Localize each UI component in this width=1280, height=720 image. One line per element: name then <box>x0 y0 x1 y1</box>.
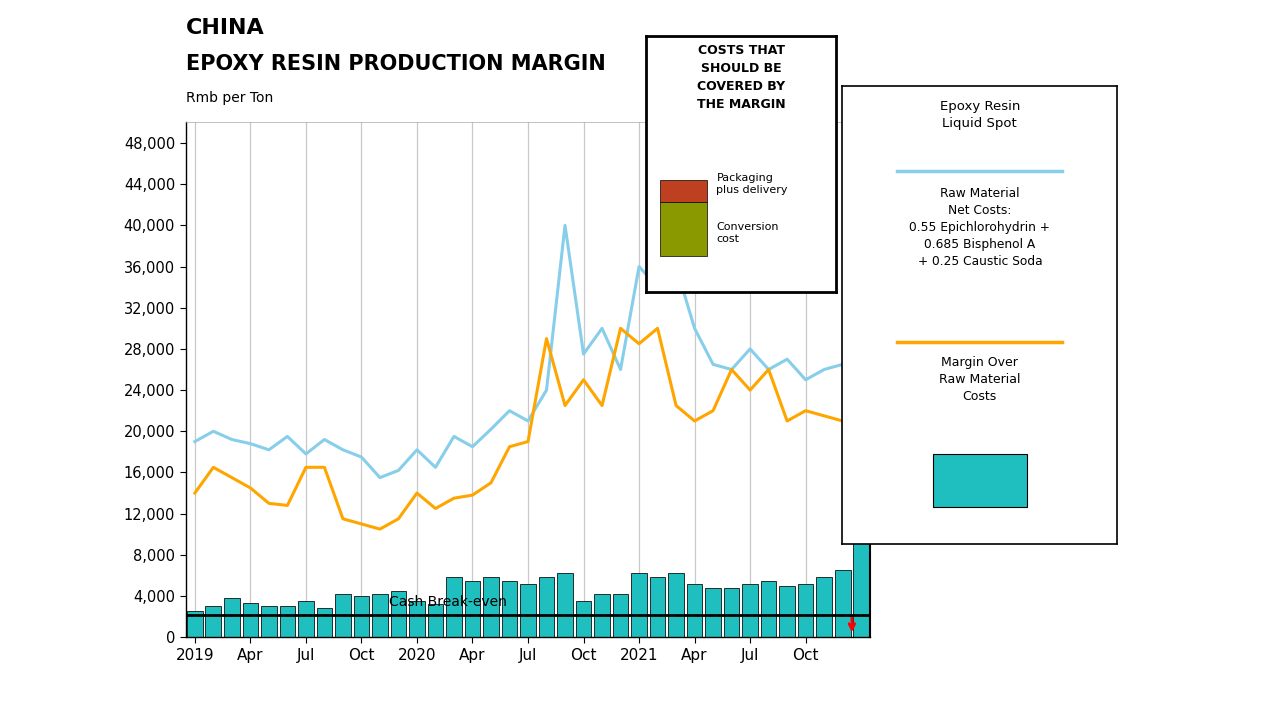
Bar <box>520 584 536 637</box>
Bar <box>187 611 202 637</box>
Text: Cash Break-even: Cash Break-even <box>389 595 507 609</box>
Bar <box>742 584 758 637</box>
Bar <box>279 606 296 637</box>
Bar <box>659 202 707 256</box>
Bar <box>797 584 814 637</box>
Bar <box>242 603 259 637</box>
Bar <box>613 594 628 637</box>
Bar <box>428 604 443 637</box>
Bar <box>206 606 221 637</box>
Bar <box>557 573 573 637</box>
Bar <box>933 454 1027 507</box>
Bar <box>483 577 499 637</box>
Text: Margin Over
Raw Material
Costs: Margin Over Raw Material Costs <box>940 356 1020 403</box>
Bar <box>390 591 406 637</box>
Text: Rmb per Ton: Rmb per Ton <box>186 91 273 105</box>
Bar <box>447 577 462 637</box>
Bar <box>686 584 703 637</box>
Bar <box>854 536 869 637</box>
Bar <box>668 573 684 637</box>
Text: Packaging
plus delivery: Packaging plus delivery <box>717 173 788 195</box>
Bar <box>410 601 425 637</box>
Bar <box>705 588 721 637</box>
Text: COSTS THAT
SHOULD BE
COVERED BY
THE MARGIN: COSTS THAT SHOULD BE COVERED BY THE MARG… <box>696 44 786 111</box>
Text: EPOXY RESIN PRODUCTION MARGIN: EPOXY RESIN PRODUCTION MARGIN <box>186 54 605 74</box>
Bar <box>760 580 777 637</box>
Bar <box>316 608 333 637</box>
Text: CHINA: CHINA <box>186 18 265 38</box>
Bar <box>261 606 276 637</box>
Bar <box>659 181 707 202</box>
Text: Epoxy Resin
Liquid Spot: Epoxy Resin Liquid Spot <box>940 100 1020 130</box>
Bar <box>835 570 850 637</box>
Bar <box>631 573 646 637</box>
Bar <box>224 598 239 637</box>
Bar <box>817 577 832 637</box>
Bar <box>335 594 351 637</box>
Bar <box>465 580 480 637</box>
Bar <box>576 601 591 637</box>
Bar <box>502 580 517 637</box>
Bar <box>723 588 740 637</box>
Bar <box>298 601 314 637</box>
Text: Conversion
cost: Conversion cost <box>717 222 780 244</box>
Bar <box>650 577 666 637</box>
Bar <box>539 577 554 637</box>
Bar <box>372 594 388 637</box>
Bar <box>780 585 795 637</box>
Text: Raw Material
Net Costs:
0.55 Epichlorohydrin +
0.685 Bisphenol A
+ 0.25 Caustic : Raw Material Net Costs: 0.55 Epichlorohy… <box>909 187 1051 268</box>
Bar <box>594 594 609 637</box>
Bar <box>353 596 370 637</box>
